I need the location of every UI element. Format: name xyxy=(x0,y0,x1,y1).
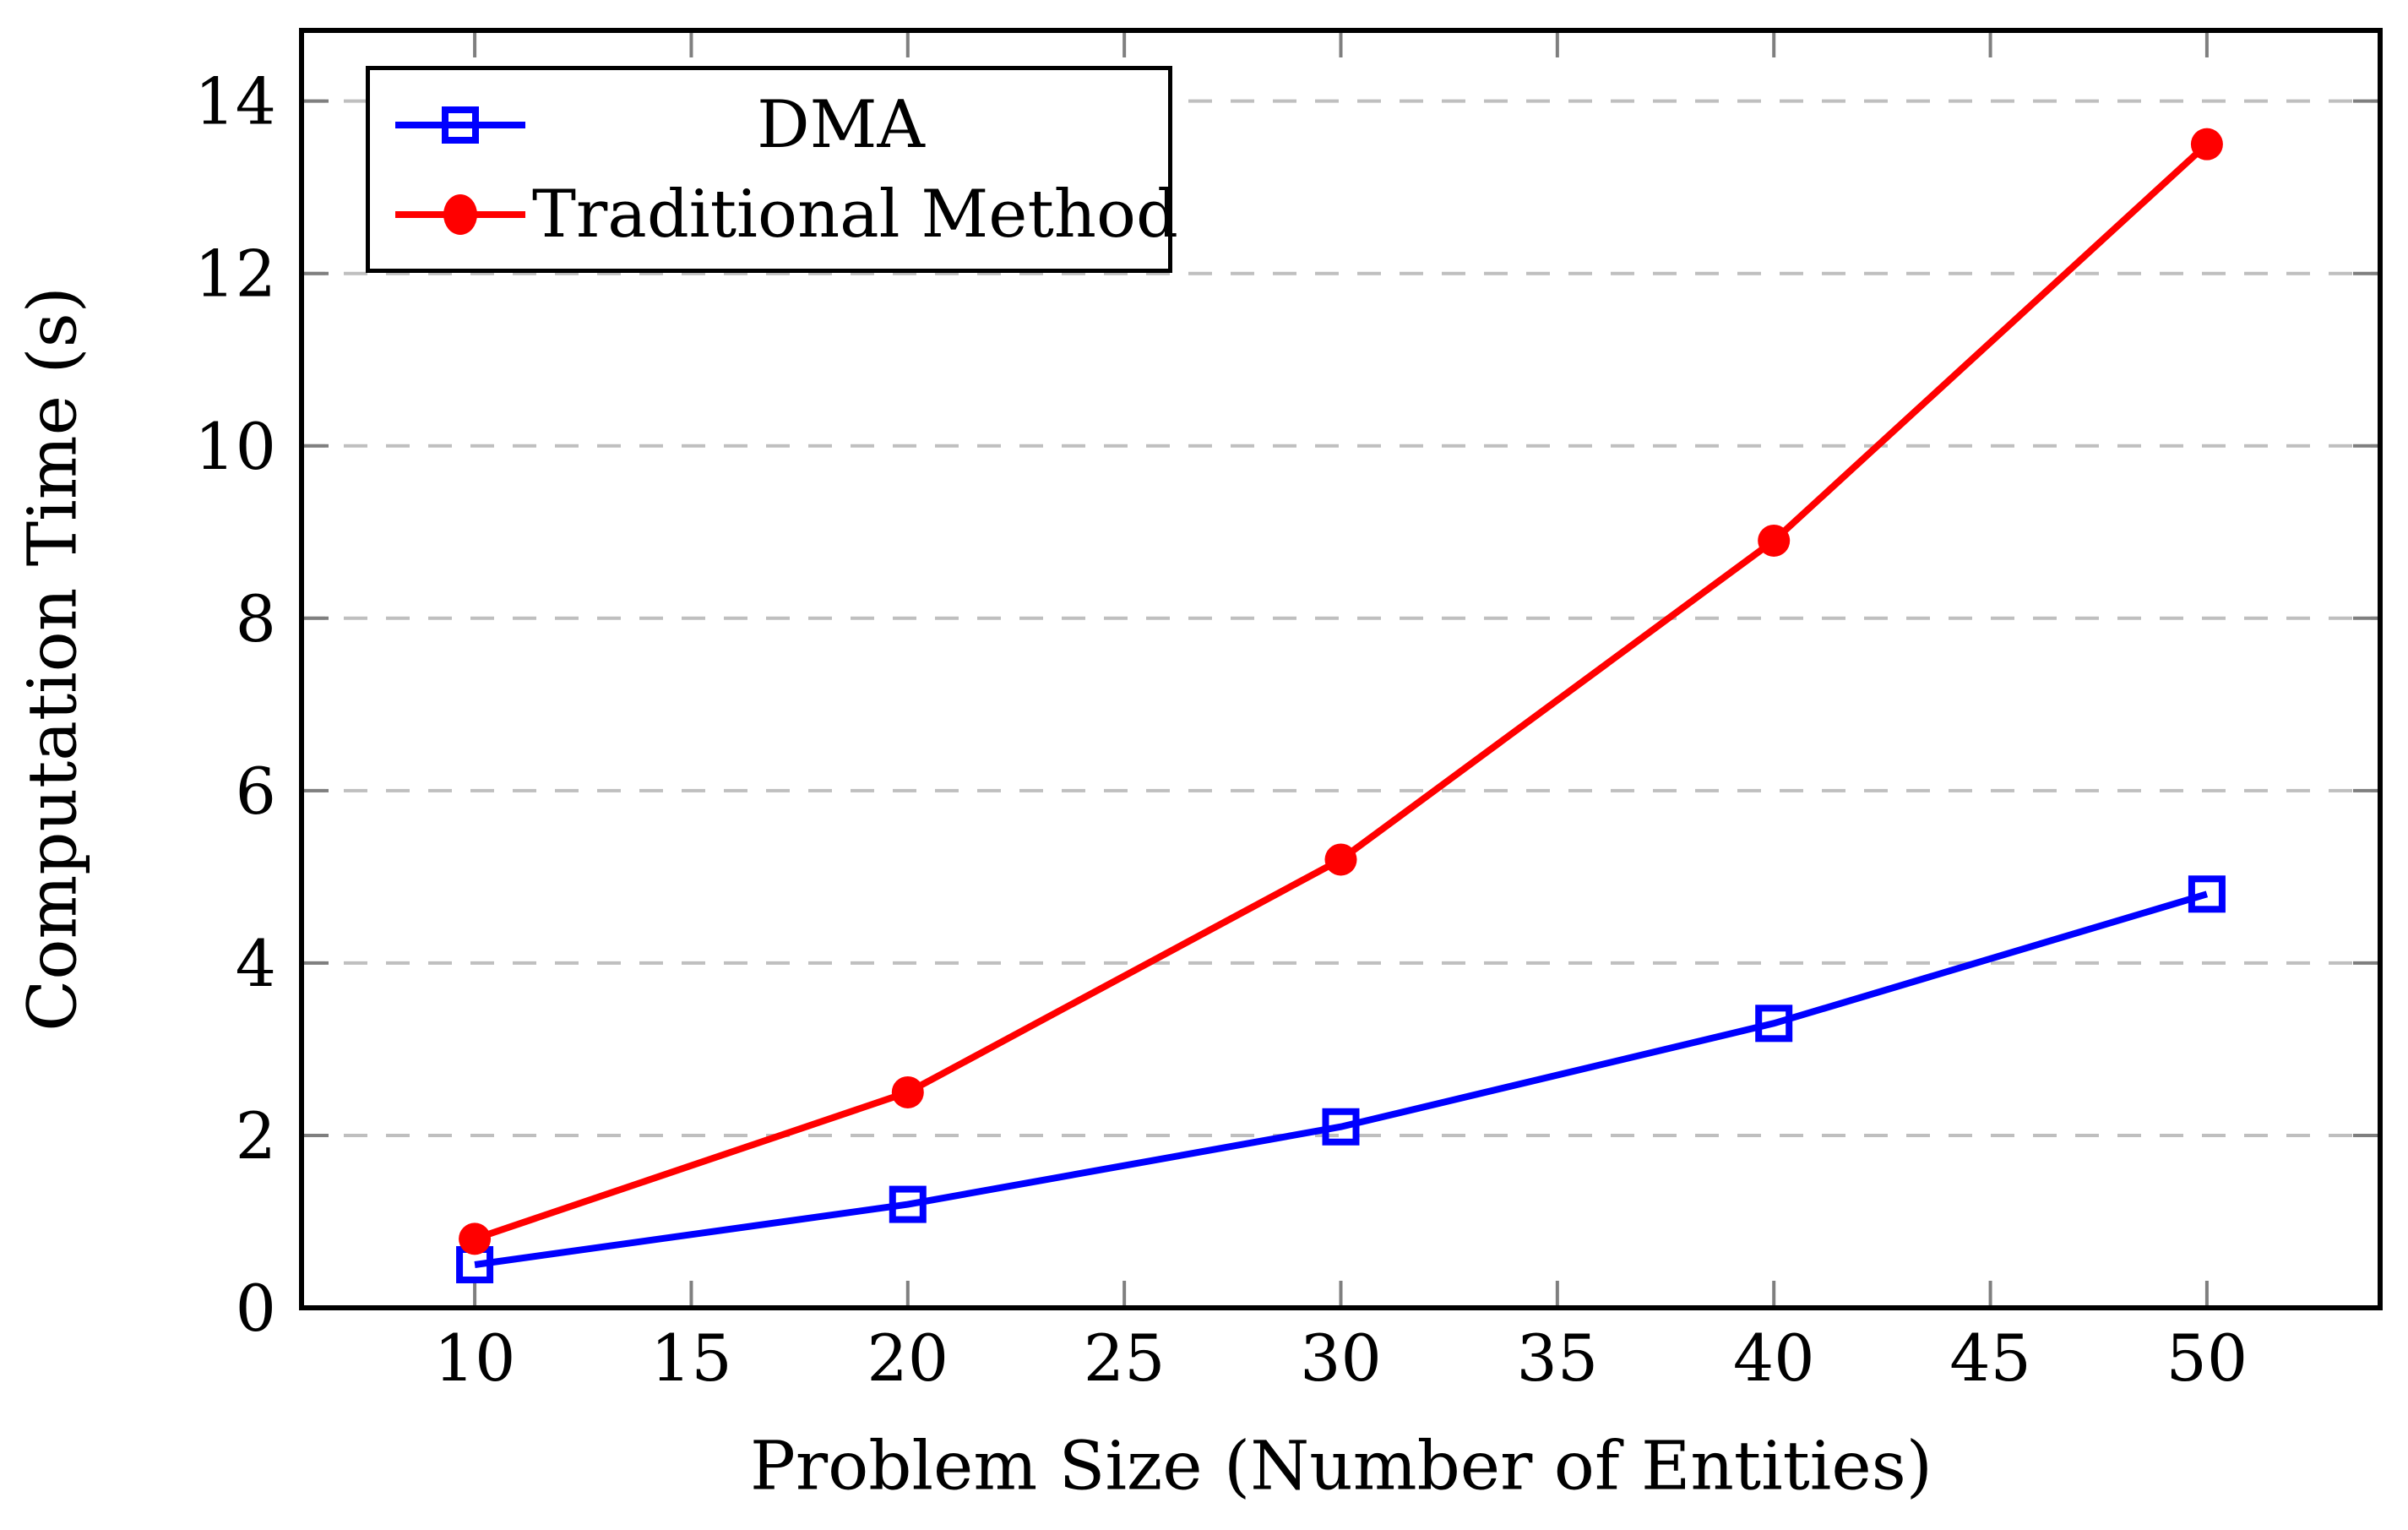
y-tick-label: 2 xyxy=(236,1098,276,1173)
legend-item-dma: DMA xyxy=(389,84,1150,166)
legend-item-traditional: Traditional Method xyxy=(389,174,1178,255)
x-axis-label: Problem Size (Number of Entities) xyxy=(750,1426,1932,1505)
data-point-marker-dma xyxy=(1322,1108,1360,1146)
x-tick-label: 45 xyxy=(1949,1320,2031,1396)
y-tick-label: 12 xyxy=(194,237,276,312)
data-point-marker-dma xyxy=(1755,1005,1793,1043)
x-tick-label: 20 xyxy=(867,1320,949,1396)
data-point-marker-traditional xyxy=(1324,843,1357,876)
y-tick-label: 10 xyxy=(194,409,276,484)
x-tick-label: 35 xyxy=(1516,1320,1598,1396)
data-point-marker-traditional xyxy=(1758,524,1791,557)
x-tick-label: 30 xyxy=(1300,1320,1382,1396)
y-tick-label: 0 xyxy=(236,1271,276,1346)
x-tick-label: 15 xyxy=(650,1320,732,1396)
data-point-marker-dma xyxy=(2188,875,2226,913)
data-point-marker-traditional xyxy=(891,1075,924,1108)
y-tick-label: 14 xyxy=(194,64,276,139)
legend: DMA Traditional Method xyxy=(366,66,1178,273)
data-point-marker-traditional xyxy=(459,1222,492,1255)
x-tick-label: 10 xyxy=(434,1320,516,1396)
series-line-traditional xyxy=(473,141,2210,1243)
dma-legend-marker-icon xyxy=(395,106,525,144)
x-tick-label: 25 xyxy=(1084,1320,1166,1396)
data-point-marker-traditional xyxy=(2190,128,2223,161)
legend-label-dma: DMA xyxy=(757,86,925,163)
y-tick-label: 4 xyxy=(236,926,276,1001)
y-axis-label: Computation Time (s) xyxy=(13,286,92,1032)
y-tick-label: 6 xyxy=(236,754,276,829)
traditional-legend-marker-icon xyxy=(395,193,525,235)
plot-border xyxy=(299,28,2383,1310)
legend-label-traditional: Traditional Method xyxy=(532,176,1178,253)
x-tick-label: 50 xyxy=(2166,1320,2248,1396)
x-tick-label: 40 xyxy=(1733,1320,1815,1396)
y-tick-label: 8 xyxy=(236,581,276,656)
data-point-marker-dma xyxy=(889,1185,927,1223)
series-line-dma xyxy=(474,890,2209,1268)
